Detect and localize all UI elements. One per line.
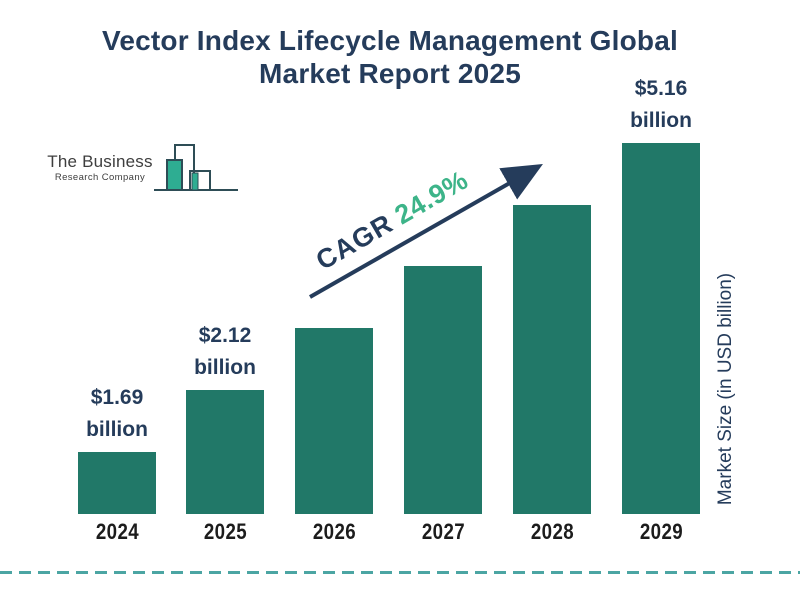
bar-2026 [295, 328, 373, 514]
company-subname: Research Company [54, 172, 146, 183]
x-axis-label-2026: 2026 [312, 519, 356, 544]
bar-2025 [186, 390, 264, 514]
x-axis-label-2027: 2027 [421, 519, 465, 544]
x-axis-label-2029: 2029 [639, 519, 683, 544]
bar-2028 [513, 205, 591, 514]
dashed-divider-line [0, 571, 800, 574]
y-axis-label: Market Size (in USD billion) [715, 272, 736, 506]
value-label-2024: $1.69 billion [86, 386, 148, 441]
bar-2027 [404, 266, 482, 514]
company-name: The Business [47, 152, 153, 171]
bar-2024 [78, 452, 156, 514]
page-title: Vector Index Lifecycle Management Global… [0, 24, 780, 90]
x-axis-label-2028: 2028 [530, 519, 574, 544]
x-axis-label-2025: 2025 [203, 519, 247, 544]
bar-chart-logo-icon [154, 144, 238, 191]
company-logo-text: The Business Research Company [44, 138, 156, 183]
x-axis-label-2024: 2024 [95, 519, 139, 544]
value-label-2025: $2.12 billion [194, 324, 256, 379]
page-title-line1: Vector Index Lifecycle Management Global [102, 25, 678, 56]
page-title-line2: Market Report 2025 [259, 58, 521, 89]
value-label-2029: $5.16 billion [630, 77, 692, 132]
bar-2029 [622, 143, 700, 514]
company-logo: The Business Research Company [44, 138, 242, 196]
